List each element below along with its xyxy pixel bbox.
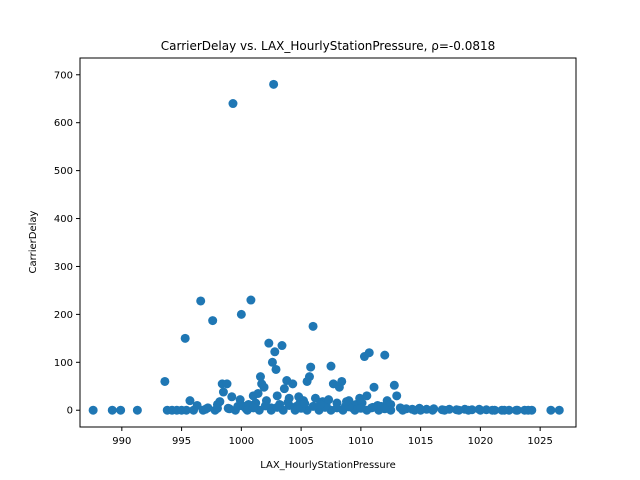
- data-point: [364, 348, 374, 358]
- data-point: [392, 391, 402, 401]
- data-point: [248, 403, 258, 413]
- data-point: [267, 357, 277, 367]
- y-tick-label: 700: [54, 70, 73, 81]
- data-point: [308, 321, 318, 331]
- data-point: [181, 405, 191, 415]
- data-point: [283, 398, 293, 408]
- data-point: [440, 405, 450, 415]
- data-point: [463, 405, 473, 415]
- y-tick-label: 0: [67, 406, 73, 417]
- data-point: [310, 393, 320, 403]
- data-point: [116, 405, 126, 415]
- data-point: [236, 309, 246, 319]
- x-tick-label: 990: [112, 436, 131, 447]
- x-tick-label: 1025: [527, 436, 552, 447]
- x-tick-label: 1010: [348, 436, 373, 447]
- data-point: [523, 405, 533, 415]
- data-point: [342, 397, 352, 407]
- data-point: [272, 402, 282, 412]
- data-point: [185, 396, 195, 406]
- data-point: [279, 384, 289, 394]
- y-tick-label: 200: [54, 310, 73, 321]
- data-point: [288, 379, 298, 389]
- x-axis-label: LAX_HourlyStationPressure: [260, 460, 396, 471]
- data-point: [228, 99, 238, 109]
- data-point: [380, 350, 390, 360]
- data-point: [277, 341, 287, 351]
- data-point: [208, 316, 218, 326]
- data-point: [260, 401, 270, 411]
- data-point: [259, 382, 269, 392]
- y-tick-label: 100: [54, 358, 73, 369]
- data-point: [180, 333, 190, 343]
- data-point: [246, 295, 256, 305]
- data-point: [107, 405, 117, 415]
- data-point: [546, 405, 556, 415]
- data-point: [192, 400, 202, 410]
- data-point: [369, 382, 379, 392]
- data-point: [326, 361, 336, 371]
- data-point: [272, 391, 282, 401]
- data-point: [337, 376, 347, 386]
- data-point: [554, 405, 564, 415]
- data-point: [132, 405, 142, 415]
- data-point: [511, 405, 521, 415]
- x-tick-label: 1015: [408, 436, 433, 447]
- data-point: [475, 405, 485, 415]
- data-point: [332, 403, 342, 413]
- y-tick-label: 400: [54, 214, 73, 225]
- data-point: [306, 362, 316, 372]
- data-point: [324, 395, 334, 405]
- axes-frame: [79, 57, 577, 428]
- data-point: [253, 388, 263, 398]
- data-point: [362, 391, 372, 401]
- data-point: [398, 405, 408, 415]
- x-tick-label: 1000: [229, 436, 254, 447]
- data-point: [380, 404, 390, 414]
- y-axis-ticks: 0 100 200 300 400 500 600 700: [54, 70, 80, 417]
- data-point: [294, 392, 304, 402]
- data-point: [428, 405, 438, 415]
- data-point: [356, 403, 366, 413]
- data-point: [304, 372, 314, 382]
- points-layer: [88, 79, 564, 415]
- y-tick-label: 600: [54, 118, 73, 129]
- data-point: [368, 402, 378, 412]
- data-point: [487, 405, 497, 415]
- data-point: [389, 380, 399, 390]
- data-point: [454, 405, 464, 415]
- data-point: [227, 392, 237, 402]
- data-point: [416, 405, 426, 415]
- data-point: [218, 387, 228, 397]
- data-point: [300, 399, 310, 409]
- data-point: [224, 404, 234, 414]
- data-point: [270, 347, 280, 357]
- data-point: [315, 399, 325, 409]
- data-point: [160, 376, 170, 386]
- data-point: [255, 372, 265, 382]
- data-point: [264, 338, 274, 348]
- data-point: [271, 364, 281, 374]
- data-point: [196, 296, 206, 306]
- chart-title: CarrierDelay vs. LAX_HourlyStationPressu…: [161, 39, 496, 53]
- data-point: [269, 79, 279, 89]
- data-point: [308, 401, 318, 411]
- data-point: [235, 395, 245, 405]
- data-point: [200, 404, 210, 414]
- x-tick-label: 1005: [288, 436, 313, 447]
- y-tick-label: 300: [54, 262, 73, 273]
- data-point: [88, 405, 98, 415]
- x-axis-ticks: 990 995 1000 1005 1010 1015 1020 1025: [112, 427, 553, 447]
- data-point: [499, 405, 509, 415]
- data-point: [222, 379, 232, 389]
- y-axis-label: CarrierDelay: [28, 210, 39, 273]
- y-tick-label: 500: [54, 166, 73, 177]
- x-tick-label: 1020: [468, 436, 493, 447]
- x-tick-label: 995: [172, 436, 191, 447]
- data-point: [212, 403, 222, 413]
